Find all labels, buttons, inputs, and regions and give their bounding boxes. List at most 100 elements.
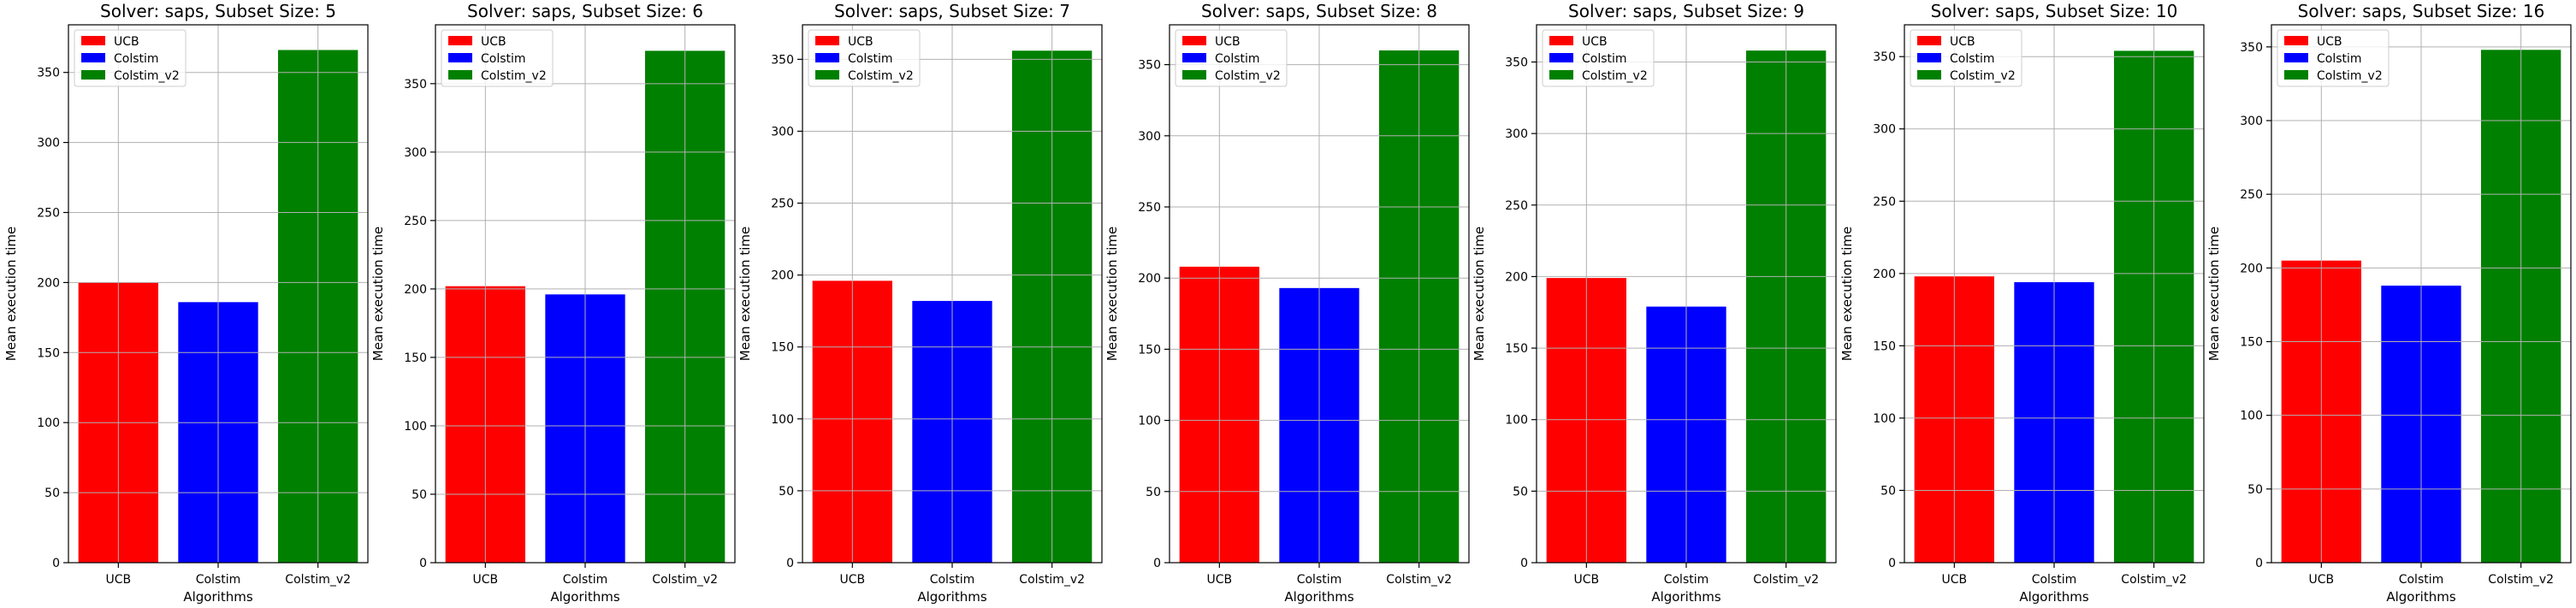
y-tick-label: 250	[404, 215, 427, 228]
y-tick-label: 50	[779, 485, 794, 499]
y-tick-label: 350	[2240, 41, 2263, 55]
legend-label: UCB	[481, 35, 506, 49]
legend-swatch	[81, 53, 105, 62]
legend-swatch	[448, 36, 472, 45]
y-tick-label: 200	[771, 269, 794, 283]
legend-label: UCB	[1215, 35, 1241, 49]
y-tick-label: 150	[1873, 339, 1896, 353]
y-tick-label: 350	[37, 67, 60, 80]
y-tick-label: 300	[771, 125, 794, 139]
x-tick-label: Colstim_v2	[285, 573, 351, 587]
y-tick-label: 50	[412, 488, 427, 502]
legend-swatch	[1549, 36, 1573, 45]
chart-title: Solver: saps, Subset Size: 8	[1201, 1, 1437, 21]
chart-title: Solver: saps, Subset Size: 7	[834, 1, 1070, 21]
chart-7: 0 50 100 150 200 250 300 350 UCB Colstim Colstim_v…	[2206, 1, 2572, 605]
y-tick-label: 350	[404, 78, 427, 91]
legend-label: Colstim	[1950, 52, 1995, 66]
y-axis-label: Mean execution time	[1104, 227, 1120, 361]
y-tick-label: 350	[1505, 56, 1528, 69]
legend-label: Colstim_v2	[1950, 69, 2016, 83]
y-tick-label: 150	[1505, 342, 1528, 356]
legend-label: Colstim	[1582, 52, 1627, 66]
legend-label: Colstim	[1215, 52, 1260, 66]
legend: UCB Colstim Colstim_v2	[441, 29, 554, 87]
x-tick-label: UCB	[473, 573, 499, 587]
y-tick-label: 0	[419, 557, 427, 570]
legend: UCB Colstim Colstim_v2	[74, 29, 187, 87]
legend-swatch	[2284, 70, 2308, 80]
chart-1: 0 50 100 150 200 250 300 350 UCB Colstim Colstim_v…	[3, 1, 369, 605]
y-tick-label: 250	[1873, 195, 1896, 209]
x-tick-label: Colstim_v2	[2488, 573, 2554, 587]
y-tick-label: 200	[1873, 268, 1896, 281]
y-tick-label: 50	[1513, 485, 1528, 499]
chart-2: 0 50 100 150 200 250 300 350 UCB Colstim Colstim_v…	[370, 1, 736, 605]
y-tick-label: 200	[37, 276, 60, 290]
legend-label: UCB	[2317, 35, 2342, 49]
legend: UCB Colstim Colstim_v2	[1542, 29, 1655, 87]
chart-3: 0 50 100 150 200 250 300 350 UCB Colstim Colstim_v…	[737, 1, 1103, 605]
x-axis-label: Algorithms	[1651, 589, 1720, 605]
legend-swatch	[2284, 53, 2308, 62]
y-tick-label: 300	[2240, 115, 2263, 128]
legend-label: Colstim_v2	[848, 69, 914, 83]
x-tick-label: Colstim_v2	[1019, 573, 1085, 587]
x-axis-label: Algorithms	[917, 589, 986, 605]
legend-label: UCB	[1582, 35, 1608, 49]
legend-swatch	[1549, 70, 1573, 80]
x-tick-label: Colstim_v2	[2121, 573, 2187, 587]
chart-title: Solver: saps, Subset Size: 6	[467, 1, 703, 21]
y-axis-label: Mean execution time	[737, 227, 753, 361]
y-tick-label: 100	[1873, 412, 1896, 426]
x-tick-label: Colstim_v2	[652, 573, 718, 587]
x-tick-label: UCB	[106, 573, 132, 587]
chart-4: 0 50 100 150 200 250 300 350 UCB Colstim Colstim_v…	[1104, 1, 1470, 605]
y-tick-label: 0	[1520, 557, 1528, 570]
legend-label: UCB	[114, 35, 139, 49]
y-tick-label: 100	[404, 420, 427, 434]
y-tick-label: 100	[1505, 414, 1528, 428]
legend-label: UCB	[848, 35, 873, 49]
x-tick-label: Colstim	[196, 573, 241, 587]
y-tick-label: 250	[37, 206, 60, 220]
legend: UCB Colstim Colstim_v2	[808, 29, 921, 87]
x-axis-label: Algorithms	[2386, 589, 2455, 605]
legend: UCB Colstim Colstim_v2	[1910, 29, 2022, 87]
y-tick-label: 250	[2240, 188, 2263, 202]
x-tick-label: Colstim	[1664, 573, 1709, 587]
y-tick-label: 350	[1873, 50, 1896, 64]
legend-swatch	[1549, 53, 1573, 62]
y-tick-label: 300	[1505, 127, 1528, 141]
x-axis-label: Algorithms	[550, 589, 619, 605]
y-axis-label: Mean execution time	[1839, 227, 1855, 361]
x-axis-label: Algorithms	[1284, 589, 1353, 605]
y-tick-label: 50	[1146, 486, 1161, 499]
y-tick-label: 250	[771, 198, 794, 211]
y-tick-label: 300	[37, 137, 60, 151]
legend: UCB Colstim Colstim_v2	[2277, 29, 2389, 87]
y-tick-label: 150	[771, 341, 794, 355]
y-tick-label: 0	[52, 557, 60, 570]
y-tick-label: 350	[1138, 59, 1161, 73]
legend-label: Colstim	[2317, 52, 2362, 66]
chart-6: 0 50 100 150 200 250 300 350 UCB Colstim Colstim_v…	[1839, 1, 2205, 605]
y-tick-label: 350	[771, 53, 794, 67]
x-tick-label: Colstim	[2032, 573, 2077, 587]
y-tick-label: 50	[1880, 484, 1896, 498]
legend-swatch	[1182, 36, 1206, 45]
y-tick-label: 250	[1505, 199, 1528, 213]
y-tick-label: 0	[1888, 557, 1896, 570]
legend-label: Colstim_v2	[1215, 69, 1281, 83]
y-axis-label: Mean execution time	[1472, 227, 1487, 361]
y-tick-label: 200	[1138, 272, 1161, 286]
x-tick-label: Colstim	[1297, 573, 1342, 587]
chart-title: Solver: saps, Subset Size: 9	[1568, 1, 1804, 21]
y-tick-label: 100	[771, 413, 794, 427]
legend-swatch	[815, 36, 839, 45]
legend-swatch	[815, 53, 839, 62]
x-tick-label: Colstim_v2	[1386, 573, 1452, 587]
y-tick-label: 100	[1138, 415, 1161, 428]
legend-swatch	[2284, 36, 2308, 45]
